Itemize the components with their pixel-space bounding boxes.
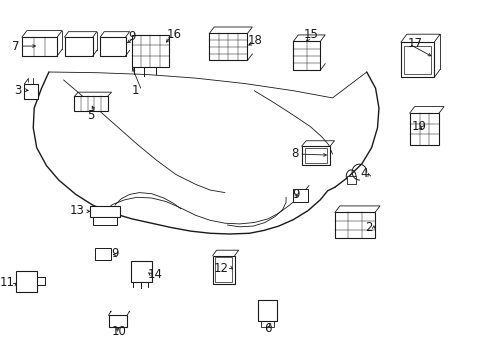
- Bar: [209, 33, 247, 60]
- Text: 18: 18: [247, 34, 262, 47]
- Bar: [346, 176, 355, 184]
- Text: 5: 5: [87, 109, 94, 122]
- Text: 9: 9: [111, 247, 119, 260]
- Text: 8: 8: [290, 147, 298, 159]
- Text: 9: 9: [291, 188, 299, 201]
- Bar: [304, 148, 326, 163]
- Bar: [74, 96, 107, 111]
- Text: 19: 19: [411, 120, 426, 132]
- Bar: [90, 206, 120, 217]
- Text: 15: 15: [303, 28, 317, 41]
- Text: 7: 7: [12, 40, 20, 53]
- Text: 14: 14: [147, 268, 163, 281]
- Text: 1: 1: [132, 84, 139, 97]
- Bar: [24, 84, 38, 99]
- Text: 12: 12: [213, 262, 228, 275]
- Text: 17: 17: [407, 37, 422, 50]
- Bar: [132, 35, 168, 67]
- Bar: [131, 261, 151, 282]
- Bar: [95, 248, 111, 260]
- Bar: [293, 41, 320, 70]
- Bar: [301, 146, 329, 165]
- Bar: [215, 257, 232, 282]
- Bar: [404, 46, 430, 74]
- Text: 3: 3: [15, 84, 22, 96]
- Bar: [22, 37, 57, 56]
- Bar: [64, 37, 93, 56]
- Bar: [258, 300, 276, 321]
- Text: 6: 6: [264, 322, 271, 335]
- Text: 2: 2: [365, 221, 372, 234]
- Bar: [212, 256, 234, 284]
- Bar: [100, 37, 125, 56]
- Text: 10: 10: [111, 325, 126, 338]
- Bar: [16, 271, 37, 292]
- Text: 11: 11: [0, 276, 15, 289]
- Bar: [108, 315, 127, 327]
- Bar: [400, 42, 433, 77]
- Bar: [409, 113, 438, 145]
- Bar: [93, 217, 117, 225]
- Bar: [293, 189, 307, 202]
- Text: 13: 13: [69, 204, 84, 217]
- Bar: [334, 212, 374, 238]
- Text: 9: 9: [128, 30, 136, 42]
- Text: 4: 4: [360, 167, 367, 180]
- Text: 16: 16: [166, 28, 181, 41]
